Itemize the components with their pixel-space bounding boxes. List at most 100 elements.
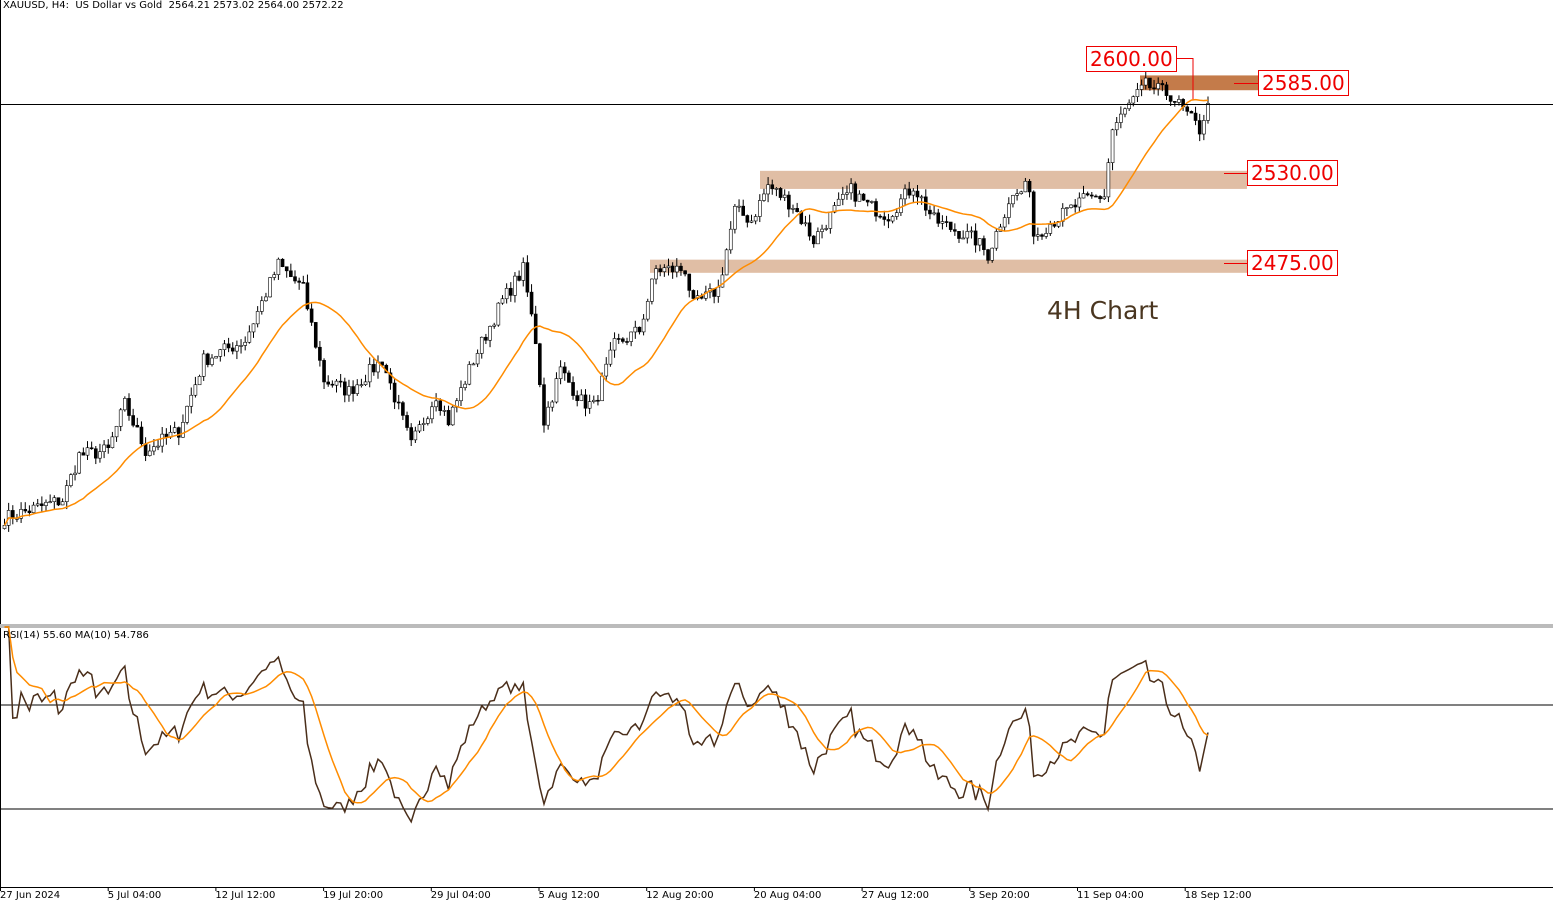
candle-body <box>787 194 791 210</box>
candle-body <box>899 198 903 213</box>
candle-body <box>861 193 866 201</box>
x-tick-label: 3 Sep 20:00 <box>969 890 1030 901</box>
candle-body <box>517 275 521 281</box>
candle-body <box>106 444 111 448</box>
support-resistance-zone <box>1140 75 1258 91</box>
level-label-2475[interactable]: 2475.00 <box>1247 250 1338 276</box>
candle-body <box>1027 180 1032 193</box>
candle-body <box>434 400 438 408</box>
pane-separator <box>0 624 1553 628</box>
candle-body <box>948 221 953 230</box>
candle-body <box>139 426 144 445</box>
candle-body <box>878 215 882 218</box>
candle-body <box>612 338 617 351</box>
candle-body <box>766 184 770 195</box>
candle-body <box>1202 120 1206 135</box>
candle-body <box>508 287 513 296</box>
candle-body <box>1206 103 1210 121</box>
candle-body <box>554 378 559 403</box>
candle-body <box>840 194 845 200</box>
candle-body <box>928 209 932 215</box>
candle-body <box>670 265 675 273</box>
candle-body <box>193 384 198 396</box>
candle-body <box>305 282 310 310</box>
candle-body <box>280 258 285 268</box>
candle-body <box>1069 204 1073 208</box>
candle-body <box>268 277 272 298</box>
candle-body <box>206 353 210 365</box>
candle-body <box>529 291 534 315</box>
candle-body <box>567 372 571 383</box>
level-label-2585[interactable]: 2585.00 <box>1258 70 1349 96</box>
candle-body <box>1193 112 1198 121</box>
candle-body <box>778 188 783 198</box>
candle-body <box>351 386 355 394</box>
candle-body <box>1110 129 1115 163</box>
candle-body <box>704 291 708 299</box>
candle-body <box>94 448 98 459</box>
candle-body <box>658 268 663 273</box>
candle-body <box>1143 77 1148 86</box>
rsi-ma-line <box>4 626 1209 804</box>
candle-body <box>409 427 414 441</box>
candle-body <box>1052 224 1057 227</box>
candle-body <box>147 450 152 456</box>
candle-body <box>753 216 758 222</box>
candle-body <box>720 274 725 288</box>
candle-body <box>965 231 970 239</box>
candle-body <box>990 247 995 261</box>
candle-body <box>621 338 625 342</box>
candle-body <box>1173 101 1177 103</box>
candle-body <box>69 474 73 486</box>
candle-body <box>741 205 746 216</box>
candle-body <box>272 274 277 278</box>
x-tick-label: 27 Aug 12:00 <box>861 890 930 901</box>
candle-body <box>1185 106 1190 112</box>
candle-body <box>1081 193 1086 199</box>
candle-body <box>828 211 833 229</box>
candle-body <box>1023 180 1028 193</box>
candle-body <box>425 418 430 424</box>
candle-body <box>816 231 820 245</box>
candle-body <box>687 273 692 291</box>
candle-body <box>616 338 621 340</box>
candle-body <box>853 183 858 202</box>
candle-body <box>467 364 472 385</box>
candle-body <box>504 287 509 300</box>
candle-body <box>156 445 160 448</box>
candle-body <box>824 228 829 230</box>
candle-body <box>1131 96 1136 104</box>
candle-body <box>728 228 733 251</box>
candle-body <box>1168 95 1173 102</box>
candle-body <box>1135 89 1140 98</box>
level-label-2530[interactable]: 2530.00 <box>1247 160 1338 186</box>
x-tick-label: 5 Aug 12:00 <box>538 890 600 901</box>
candle-body <box>40 503 44 506</box>
x-tick-label: 12 Jul 12:00 <box>215 890 276 901</box>
candle-body <box>986 249 990 261</box>
level-label-2600[interactable]: 2600.00 <box>1086 46 1177 72</box>
x-tick-label: 20 Aug 04:00 <box>753 890 822 901</box>
candle-body <box>1119 113 1123 123</box>
candle-body <box>903 188 907 200</box>
candle-body <box>1148 77 1152 89</box>
candle-body <box>1011 195 1015 205</box>
candle-body <box>334 380 339 386</box>
candle-body <box>911 190 916 196</box>
candle-body <box>811 235 816 245</box>
candle-body <box>247 331 252 343</box>
candle-body <box>392 382 397 403</box>
candle-body <box>405 415 409 428</box>
candle-body <box>600 375 604 402</box>
candle-body <box>546 406 550 426</box>
candle-body <box>89 447 94 450</box>
candle-body <box>1019 191 1024 194</box>
candle-body <box>152 446 156 452</box>
candle-body <box>131 415 135 426</box>
candle-body <box>235 345 239 352</box>
candle-body <box>264 296 268 302</box>
candle-body <box>1073 204 1077 208</box>
candle-body <box>293 276 297 282</box>
candle-body <box>513 275 517 296</box>
candle-body <box>127 398 131 416</box>
